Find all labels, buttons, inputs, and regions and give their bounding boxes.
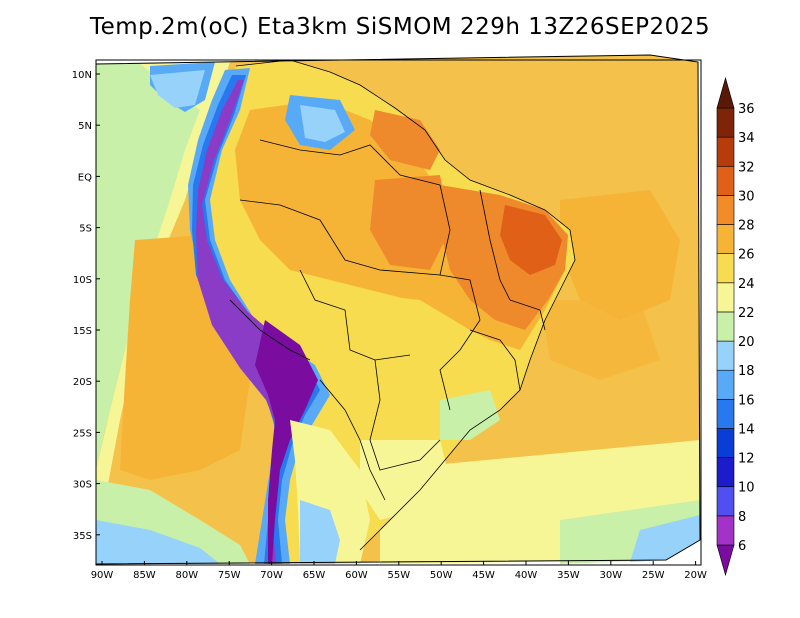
colorbar-box — [716, 515, 735, 546]
south-brazil-light — [360, 440, 450, 520]
lat-label: 30S — [73, 480, 92, 491]
amazon-orange — [370, 175, 450, 270]
colorbar-tick-label: 24 — [738, 277, 755, 292]
lat-label: 25S — [73, 428, 92, 439]
colorbar-tick-label: 8 — [738, 510, 746, 525]
lon-label: 70W — [260, 570, 283, 581]
colorbar: 6 8 10 12 14 16 18 20 22 24 26 28 30 32 34 36 — [716, 76, 755, 577]
lon-label: 85W — [133, 570, 156, 581]
lon-label: 40W — [515, 570, 538, 581]
colorbar-tick-label: 16 — [738, 393, 755, 408]
northeast-hottest — [500, 205, 562, 275]
colorbar-box — [716, 282, 735, 313]
map-title: Temp.2m(oC) Eta3km SiSMOM 229h 13Z26SEP2… — [89, 14, 711, 40]
colorbar-box — [716, 253, 735, 284]
colorbar-box — [716, 165, 735, 196]
colorbar-tick-label: 26 — [738, 248, 755, 263]
lat-label: EQ — [78, 172, 92, 183]
colorbar-box — [716, 107, 735, 138]
lon-axis: 90W 85W 80W 75W 70W 65W 60W 55W 50W 45W 40W 35W 30W 2… — [91, 561, 707, 581]
lat-label: 5S — [79, 224, 92, 235]
continent — [188, 60, 575, 564]
lon-label: 65W — [303, 570, 326, 581]
lat-label: 5N — [78, 121, 92, 132]
lon-label: 30W — [599, 570, 622, 581]
colorbar-arrow-low — [716, 544, 735, 577]
patagonia-blue — [300, 500, 340, 564]
lon-label: 60W — [345, 570, 368, 581]
lon-label: 75W — [218, 570, 241, 581]
lat-label: 10N — [72, 70, 92, 81]
north-coast-orange — [370, 110, 440, 170]
colorbar-tick-label: 36 — [738, 102, 755, 117]
lon-label: 45W — [472, 570, 495, 581]
colorbar-box — [716, 224, 735, 254]
lat-label: 20S — [73, 377, 92, 388]
southern-pacific-blue — [96, 520, 220, 564]
lat-label: 10S — [73, 275, 92, 286]
colorbar-box — [716, 428, 735, 458]
pacific-lightblue-patch — [150, 70, 205, 108]
colorbar-tick-label: 6 — [738, 539, 746, 554]
colorbar-tick-label: 22 — [738, 306, 755, 321]
colorbar-tick-label: 18 — [738, 364, 755, 379]
andes-deep-purple — [255, 320, 318, 564]
colorbar-tick-label: 10 — [738, 481, 755, 496]
lon-label: 35W — [557, 570, 580, 581]
atlantic-orange-blob — [560, 190, 680, 320]
colorbar-tick-label: 20 — [738, 335, 755, 350]
north-lightblue-patch — [300, 105, 345, 142]
lon-label: 80W — [175, 570, 198, 581]
lat-axis: 10N 5N EQ 5S 10S 15S 20S 25S 30S 35S — [72, 70, 100, 542]
colorbar-box — [716, 340, 735, 371]
colorbar-arrow-high — [716, 76, 735, 109]
lon-label: 20W — [684, 570, 707, 581]
colorbar-tick-label: 30 — [738, 189, 755, 204]
colorbar-box — [716, 399, 735, 429]
colorbar-box — [716, 311, 735, 342]
lon-label: 55W — [387, 570, 410, 581]
colorbar-tick-label: 14 — [738, 422, 755, 437]
colorbar-tick-label: 34 — [738, 131, 755, 146]
colorbar-box — [716, 457, 735, 488]
colorbar-box — [716, 195, 735, 225]
colorbar-tick-label: 32 — [738, 160, 755, 175]
colorbar-tick-label: 12 — [738, 452, 755, 467]
lat-label: 15S — [73, 326, 92, 337]
lon-label: 25W — [642, 570, 665, 581]
lon-label: 90W — [91, 570, 114, 581]
colorbar-tick-label: 28 — [738, 219, 755, 234]
colorbar-box — [716, 486, 735, 517]
atlantic-orange-blob-2 — [540, 300, 660, 380]
lat-label: 35S — [73, 531, 92, 542]
colorbar-box — [716, 369, 735, 400]
southeast-coast-cool — [440, 390, 500, 440]
colorbar-box — [716, 136, 735, 167]
country-borders — [229, 59, 576, 551]
lon-label: 50W — [430, 570, 453, 581]
